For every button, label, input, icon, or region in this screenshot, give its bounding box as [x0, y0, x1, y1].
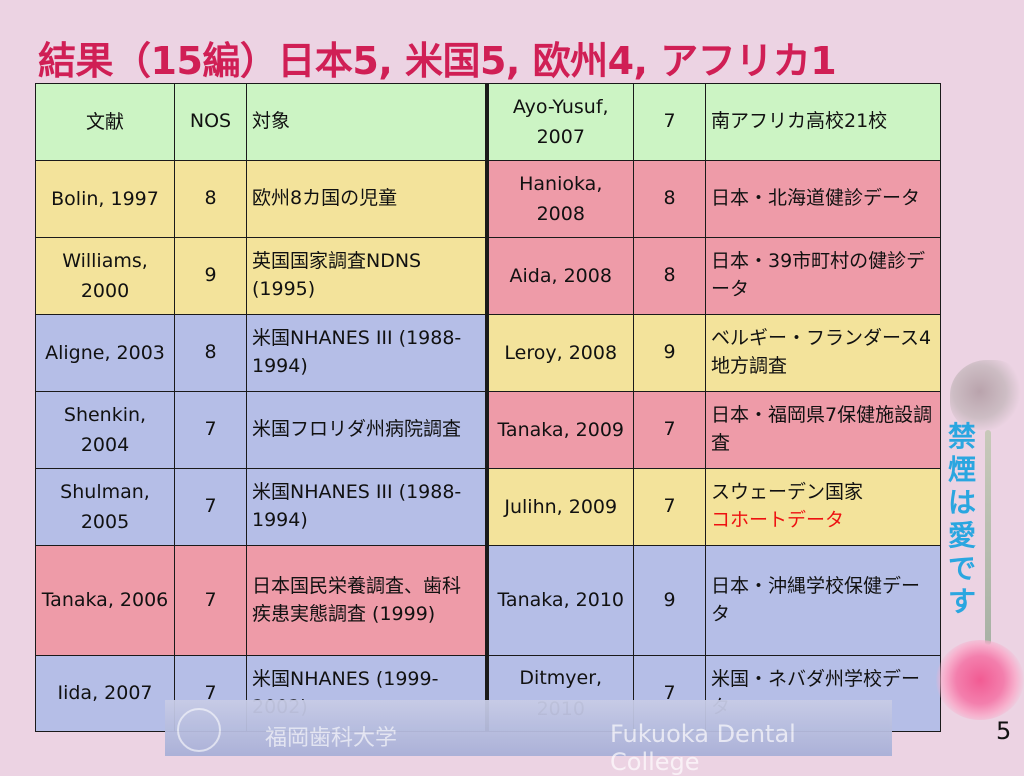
table-row: Bolin, 1997 8 欧州8カ国の児童 Hanioka, 2008 8 日…	[35, 160, 941, 238]
ref-cell: Williams, 2000	[35, 237, 175, 315]
college-logo-icon	[177, 708, 221, 752]
right-ref-cell: Julihn, 2009	[486, 468, 634, 546]
pink-carnation-icon	[936, 640, 1024, 720]
ref-cell: Iida, 2007	[35, 655, 175, 732]
right-ref-cell: Tanaka, 2010	[486, 545, 634, 656]
footer-college-name-jp: 福岡歯科大学	[265, 726, 398, 751]
right-ref-cell: Aida, 2008	[486, 237, 634, 315]
right-target-cell: 日本・北海道健診データ	[705, 160, 941, 238]
header-nos: NOS	[174, 83, 247, 161]
nos-cell: 7	[174, 468, 247, 546]
nos-cell: 7	[174, 391, 247, 469]
table-header-row: 文献 NOS 対象 Ayo-Yusuf, 2007 7 南アフリカ高校21校	[35, 83, 941, 161]
nos-cell: 8	[174, 314, 247, 392]
right-target-cell: 日本・福岡県7保健施設調査	[705, 391, 941, 469]
right-nos-cell: 8	[633, 237, 706, 315]
results-table: 文献 NOS 対象 Ayo-Yusuf, 2007 7 南アフリカ高校21校 B…	[35, 83, 941, 732]
target-cell: 米国NHANES III (1988-1994)	[246, 468, 489, 546]
right-nos-cell: 7	[633, 83, 706, 161]
page-number: 5	[996, 717, 1012, 745]
table-row: Shenkin, 2004 7 米国フロリダ州病院調査 Tanaka, 2009…	[35, 391, 941, 469]
ref-cell: Shenkin, 2004	[35, 391, 175, 469]
nos-cell: 7	[174, 545, 247, 656]
nos-cell: 8	[174, 160, 247, 238]
right-ref-cell: Hanioka, 2008	[486, 160, 634, 238]
footer-banner: 福岡歯科大学 Fukuoka Dental College	[165, 700, 892, 776]
right-nos-cell: 8	[633, 160, 706, 238]
ref-cell: Shulman, 2005	[35, 468, 175, 546]
right-target-cell: 南アフリカ高校21校	[705, 83, 941, 161]
table-row: Aligne, 2003 8 米国NHANES III (1988-1994) …	[35, 314, 941, 392]
nos-cell: 9	[174, 237, 247, 315]
highlight-text: コホートデータ	[711, 509, 845, 531]
right-nos-cell: 9	[633, 545, 706, 656]
target-cell: 英国国家調査NDNS (1995)	[246, 237, 489, 315]
right-nos-cell: 9	[633, 314, 706, 392]
table-row: Shulman, 2005 7 米国NHANES III (1988-1994)…	[35, 468, 941, 546]
ref-cell: Tanaka, 2006	[35, 545, 175, 656]
right-target-cell: ベルギー・フランダース4地方調査	[705, 314, 941, 392]
right-target-cell: 日本・39市町村の健診データ	[705, 237, 941, 315]
ref-cell: Aligne, 2003	[35, 314, 175, 392]
right-nos-cell: 7	[633, 468, 706, 546]
right-nos-cell: 7	[633, 391, 706, 469]
right-ref-cell: Ayo-Yusuf, 2007	[486, 83, 634, 161]
right-ref-cell: Tanaka, 2009	[486, 391, 634, 469]
header-ref: 文献	[35, 83, 175, 161]
table-row: Williams, 2000 9 英国国家調査NDNS (1995) Aida,…	[35, 237, 941, 315]
target-cell: 米国フロリダ州病院調査	[246, 391, 489, 469]
side-slogan: 禁煙は愛です	[947, 420, 976, 618]
slide-title: 結果（15編）日本5, 米国5, 欧州4, アフリカ1	[38, 39, 837, 83]
right-target-cell: スウェーデン国家 コホートデータ	[705, 468, 941, 546]
right-ref-cell: Leroy, 2008	[486, 314, 634, 392]
target-cell: 欧州8カ国の児童	[246, 160, 489, 238]
header-target: 対象	[246, 83, 489, 161]
target-cell: 米国NHANES III (1988-1994)	[246, 314, 489, 392]
table-row: Tanaka, 2006 7 日本国民栄養調査、歯科疾患実態調査 (1999) …	[35, 545, 941, 656]
flower-stem-icon	[985, 430, 991, 645]
target-cell: 日本国民栄養調査、歯科疾患実態調査 (1999)	[246, 545, 489, 656]
right-target-text: スウェーデン国家	[711, 481, 864, 504]
ref-cell: Bolin, 1997	[35, 160, 175, 238]
right-target-cell: 日本・沖縄学校保健データ	[705, 545, 941, 656]
carnation-flower-icon	[950, 360, 1024, 430]
